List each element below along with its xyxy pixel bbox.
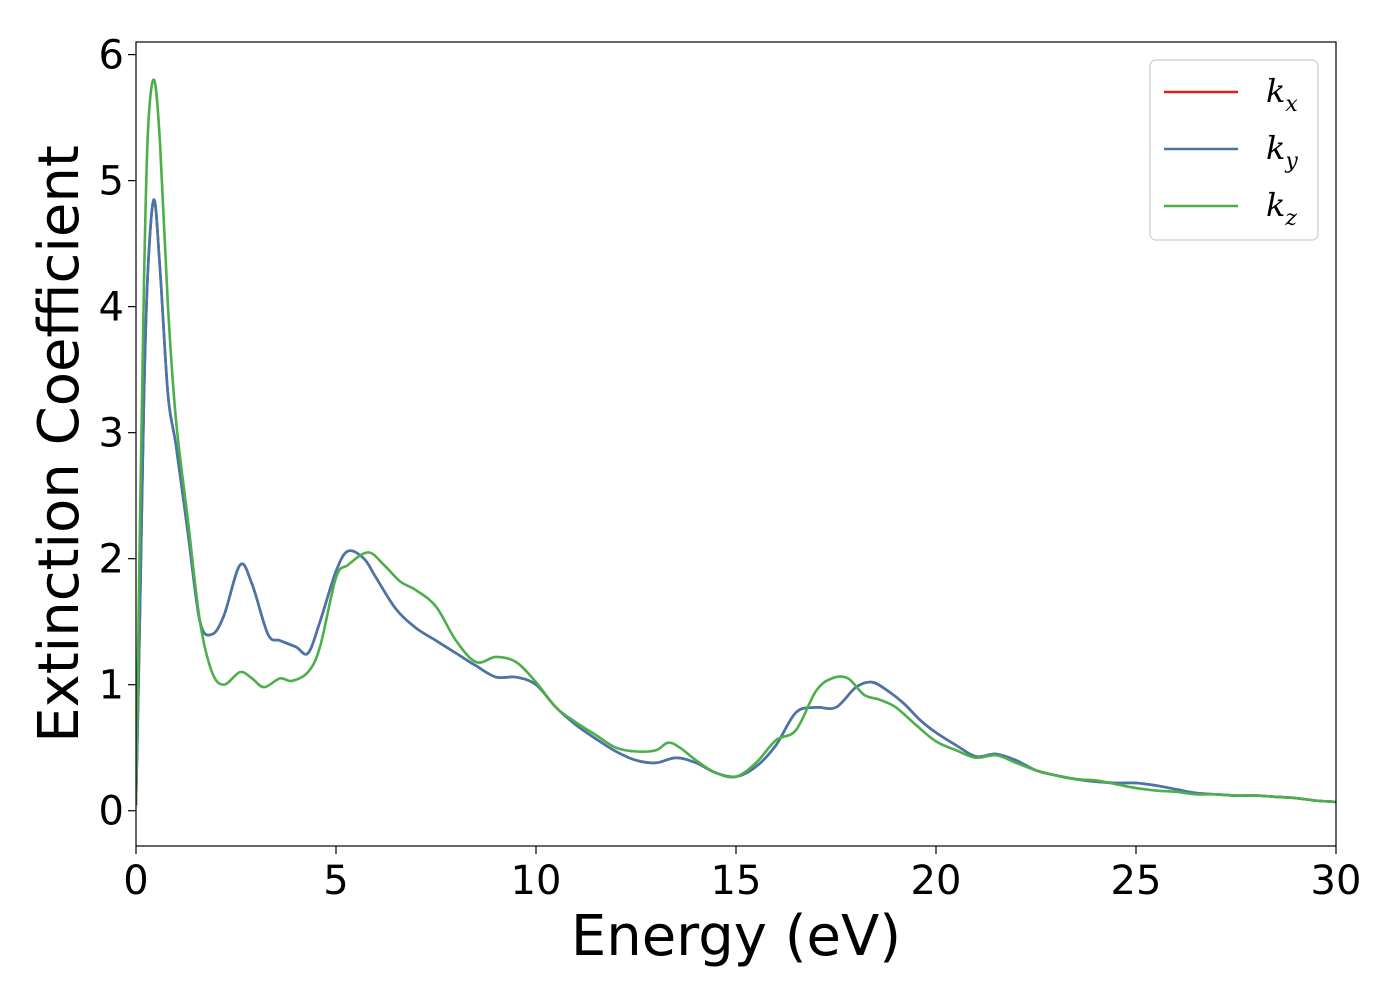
x-tick-label: 30 (1311, 858, 1362, 904)
y-tick-label: 2 (99, 537, 124, 583)
series-layer (136, 78, 1336, 806)
x-tick-label: 5 (323, 858, 348, 904)
series-line-x (136, 198, 1336, 806)
x-tick-label: 10 (511, 858, 562, 904)
x-axis: 0 5 10 15 20 25 30 (123, 846, 1361, 904)
y-axis: 0 1 2 3 4 5 6 (99, 33, 136, 835)
series-line-z (136, 78, 1336, 806)
legend-label-x: kx (1266, 72, 1298, 117)
legend-label-y: ky (1266, 129, 1298, 174)
x-tick-label: 25 (1111, 858, 1162, 904)
y-tick-label: 3 (99, 411, 124, 457)
legend-label-z: kz (1266, 186, 1297, 231)
x-tick-label: 15 (711, 858, 762, 904)
legend: kx ky kz (1149, 59, 1319, 241)
y-tick-label: 1 (99, 663, 124, 709)
y-axis-title: Extinction Coefficient (27, 145, 92, 743)
y-tick-label: 6 (99, 33, 124, 79)
x-axis-title: Energy (eV) (571, 904, 901, 969)
x-tick-label: 0 (123, 858, 148, 904)
y-tick-label: 4 (99, 285, 124, 331)
x-tick-label: 20 (911, 858, 962, 904)
y-tick-label: 0 (99, 789, 124, 835)
series-line-y (136, 198, 1336, 806)
y-tick-label: 5 (99, 159, 124, 205)
